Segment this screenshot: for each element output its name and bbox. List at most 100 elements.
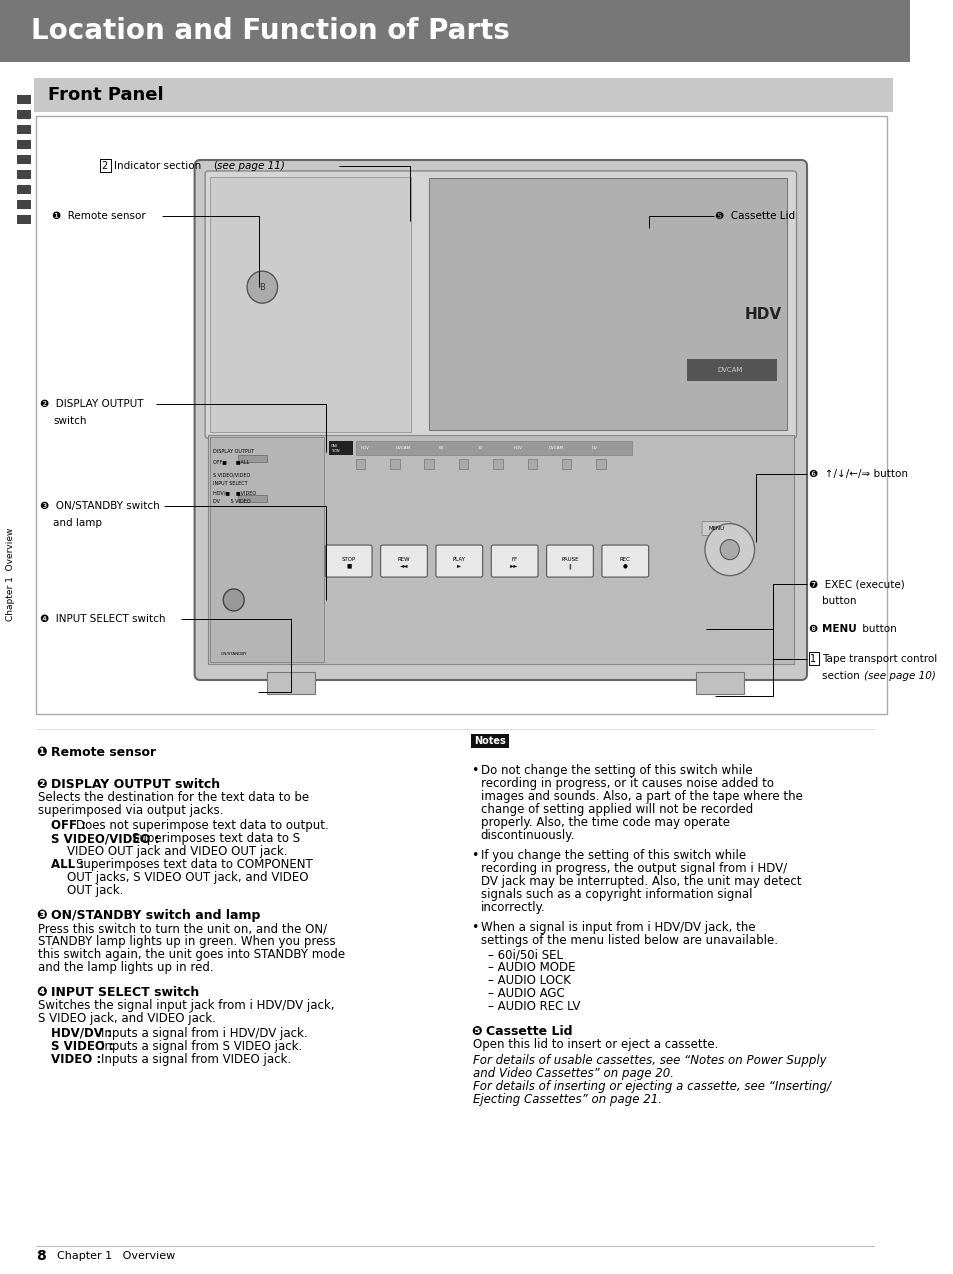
- Bar: [100, 159, 111, 172]
- Text: DISPLAY OUTPUT switch: DISPLAY OUTPUT switch: [51, 778, 219, 791]
- Text: DISPLAY OUTPUT: DISPLAY OUTPUT: [213, 450, 253, 455]
- Text: Location and Function of Parts: Location and Function of Parts: [30, 17, 509, 45]
- Text: INPUT SELECT: INPUT SELECT: [213, 482, 247, 487]
- Text: PAUSE: PAUSE: [560, 557, 578, 562]
- Text: Ejecting Cassettes” on page 21.: Ejecting Cassettes” on page 21.: [473, 1093, 661, 1106]
- Text: VIDEO :: VIDEO :: [51, 1054, 101, 1066]
- FancyBboxPatch shape: [380, 545, 427, 577]
- Bar: [458, 459, 468, 469]
- Text: HDV/DV :: HDV/DV :: [51, 1027, 112, 1040]
- Text: For details of inserting or ejecting a cassette, see “Inserting/: For details of inserting or ejecting a c…: [473, 1080, 830, 1093]
- Text: recording in progress, or it causes noise added to: recording in progress, or it causes nois…: [480, 777, 773, 790]
- Text: PLAY: PLAY: [453, 557, 465, 562]
- FancyBboxPatch shape: [546, 545, 593, 577]
- Text: this switch again, the unit goes into STANDBY mode: this switch again, the unit goes into ST…: [38, 948, 345, 961]
- Text: For details of usable cassettes, see “Notes on Power Supply: For details of usable cassettes, see “No…: [473, 1054, 826, 1068]
- Bar: [696, 671, 743, 694]
- Text: S VIDEO :: S VIDEO :: [51, 1040, 113, 1054]
- FancyBboxPatch shape: [601, 545, 648, 577]
- Text: FF: FF: [511, 557, 517, 562]
- Text: Chapter 1  Overview: Chapter 1 Overview: [6, 527, 15, 620]
- Text: ALL :: ALL :: [51, 857, 84, 871]
- Text: OUT jack.: OUT jack.: [67, 884, 123, 897]
- Text: DVCAM: DVCAM: [395, 446, 411, 450]
- Text: •: •: [471, 764, 478, 777]
- Text: – AUDIO LOCK: – AUDIO LOCK: [488, 975, 571, 987]
- Text: DVCAM: DVCAM: [717, 367, 741, 373]
- Bar: [208, 436, 793, 664]
- Text: ❸: ❸: [36, 910, 47, 922]
- FancyBboxPatch shape: [701, 521, 730, 535]
- Bar: [17, 155, 30, 164]
- Bar: [355, 459, 365, 469]
- Text: – 60i/50i SEL: – 60i/50i SEL: [488, 948, 563, 961]
- Text: Press this switch to turn the unit on, and the ON/: Press this switch to turn the unit on, a…: [38, 922, 327, 935]
- Bar: [17, 125, 30, 134]
- Circle shape: [247, 271, 277, 303]
- Text: Inputs a signal from i HDV/DV jack.: Inputs a signal from i HDV/DV jack.: [101, 1027, 308, 1040]
- Text: ❺: ❺: [471, 1026, 481, 1038]
- Circle shape: [720, 540, 739, 559]
- Bar: [210, 437, 324, 662]
- Text: ❼  EXEC (execute): ❼ EXEC (execute): [808, 578, 903, 589]
- Text: ●: ●: [622, 563, 627, 568]
- Text: (see page 10): (see page 10): [863, 671, 935, 682]
- Bar: [493, 459, 502, 469]
- Bar: [17, 140, 30, 149]
- Text: Superimposes text data to COMPONENT: Superimposes text data to COMPONENT: [76, 857, 313, 871]
- Bar: [471, 734, 509, 748]
- Text: Chapter 1   Overview: Chapter 1 Overview: [57, 1251, 175, 1261]
- Text: OUT jacks, S VIDEO OUT jack, and VIDEO: OUT jacks, S VIDEO OUT jack, and VIDEO: [67, 871, 308, 884]
- Text: CAU
TION: CAU TION: [331, 443, 339, 452]
- Text: Does not superimpose text data to output.: Does not superimpose text data to output…: [76, 819, 329, 832]
- Text: OFF :: OFF :: [51, 819, 86, 832]
- Text: ❶  Remote sensor: ❶ Remote sensor: [52, 211, 146, 220]
- Text: ON/STANDBY: ON/STANDBY: [220, 652, 247, 656]
- Text: When a signal is input from i HDV/DV jack, the: When a signal is input from i HDV/DV jac…: [480, 921, 755, 934]
- Text: and lamp: and lamp: [53, 519, 102, 527]
- Bar: [596, 459, 605, 469]
- Bar: [17, 200, 30, 209]
- Text: HDV: HDV: [513, 446, 522, 450]
- Text: Open this lid to insert or eject a cassette.: Open this lid to insert or eject a casse…: [473, 1038, 718, 1051]
- Bar: [34, 78, 892, 112]
- Bar: [808, 652, 819, 665]
- Text: ❷: ❷: [36, 778, 47, 791]
- Text: 60: 60: [438, 446, 444, 450]
- Bar: [428, 178, 786, 431]
- FancyBboxPatch shape: [194, 161, 806, 680]
- Text: – AUDIO MODE: – AUDIO MODE: [488, 961, 576, 975]
- Bar: [267, 671, 314, 694]
- Text: INPUT SELECT switch: INPUT SELECT switch: [51, 986, 198, 999]
- FancyBboxPatch shape: [325, 545, 372, 577]
- Text: •: •: [471, 921, 478, 934]
- Bar: [561, 459, 571, 469]
- FancyBboxPatch shape: [205, 171, 796, 438]
- Text: ►►: ►►: [510, 563, 518, 568]
- Text: S VIDEO/VIDEO :: S VIDEO/VIDEO :: [51, 832, 159, 845]
- Text: Tape transport control: Tape transport control: [821, 654, 937, 664]
- Text: MENU: MENU: [707, 526, 723, 531]
- Text: HDV: HDV: [743, 307, 781, 321]
- Text: properly. Also, the time code may operate: properly. Also, the time code may operat…: [480, 817, 729, 829]
- Text: Inputs a signal from VIDEO jack.: Inputs a signal from VIDEO jack.: [101, 1054, 291, 1066]
- Bar: [424, 459, 434, 469]
- Bar: [17, 215, 30, 224]
- Text: button: button: [858, 624, 896, 634]
- Bar: [390, 459, 399, 469]
- Text: switch: switch: [53, 417, 87, 426]
- Bar: [17, 110, 30, 118]
- Text: Do not change the setting of this switch while: Do not change the setting of this switch…: [480, 764, 752, 777]
- Text: S VIDEO/VIDEO: S VIDEO/VIDEO: [213, 473, 250, 478]
- Text: incorrectly.: incorrectly.: [480, 901, 545, 913]
- Text: If you change the setting of this switch while: If you change the setting of this switch…: [480, 848, 745, 862]
- Text: DV       S VIDEO: DV S VIDEO: [213, 499, 250, 505]
- Text: DV: DV: [591, 446, 597, 450]
- Text: ◄◄: ◄◄: [399, 563, 408, 568]
- Text: ❹: ❹: [36, 986, 47, 999]
- Text: •: •: [471, 848, 478, 862]
- Text: B: B: [259, 283, 265, 292]
- Text: STANDBY lamp lights up in green. When you press: STANDBY lamp lights up in green. When yo…: [38, 935, 335, 948]
- Bar: [355, 441, 632, 455]
- Text: recording in progress, the output signal from i HDV/: recording in progress, the output signal…: [480, 862, 786, 875]
